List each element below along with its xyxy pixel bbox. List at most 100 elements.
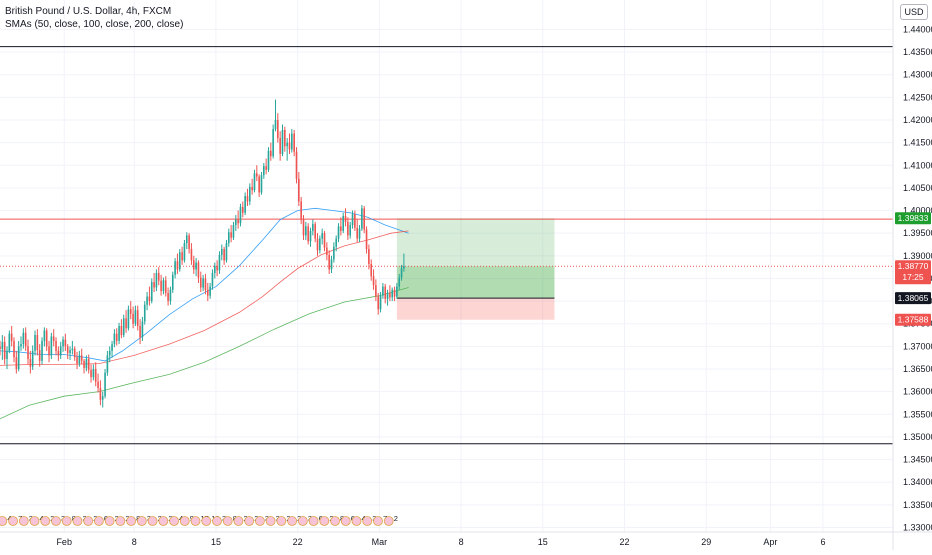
candle-body bbox=[253, 173, 256, 191]
candle bbox=[230, 225, 232, 243]
price-label-text: 1.38065 bbox=[898, 293, 929, 303]
event-icon bbox=[83, 516, 94, 526]
candle bbox=[225, 239, 228, 263]
chart-title[interactable]: British Pound / U.S. Dollar, 4h, FXCM bbox=[5, 6, 172, 17]
candle bbox=[218, 251, 221, 274]
candle-body bbox=[225, 243, 228, 261]
candle bbox=[216, 260, 218, 277]
indicator-label[interactable]: SMAs (50, close, 100, close, 200, close) bbox=[5, 19, 184, 30]
candle bbox=[384, 283, 387, 304]
price-tick-label: 1.41000 bbox=[903, 160, 932, 170]
candle bbox=[120, 319, 123, 339]
candle bbox=[0, 340, 1, 356]
event-markers: 473423832622832249171038223322362864372 bbox=[0, 514, 398, 526]
price-tick-label: 1.36500 bbox=[903, 364, 932, 374]
candle bbox=[181, 246, 183, 265]
event-marker[interactable]: 2 bbox=[383, 514, 398, 526]
candle bbox=[326, 242, 328, 261]
price-tick-label: 1.33000 bbox=[903, 522, 932, 532]
candle bbox=[302, 215, 305, 240]
candle-body bbox=[62, 339, 64, 347]
candle-body bbox=[216, 265, 218, 271]
event-icon bbox=[383, 516, 394, 526]
candle-body bbox=[127, 309, 130, 329]
price-label-text: 1.39833 bbox=[898, 213, 929, 223]
candle-body bbox=[211, 273, 214, 287]
candle bbox=[239, 203, 242, 227]
candle-body bbox=[132, 313, 134, 324]
candle bbox=[125, 310, 127, 333]
candle bbox=[78, 350, 81, 367]
candle bbox=[64, 333, 67, 351]
candle-body bbox=[38, 349, 41, 361]
candle-body bbox=[160, 280, 162, 292]
candle-body bbox=[104, 372, 106, 397]
candle bbox=[248, 183, 251, 206]
candle-body bbox=[288, 142, 291, 150]
candle-body bbox=[361, 208, 363, 229]
candle bbox=[134, 305, 137, 326]
candle-body bbox=[59, 346, 62, 356]
candle-body bbox=[230, 232, 232, 238]
candle bbox=[286, 138, 288, 161]
candle bbox=[160, 274, 162, 296]
candle-body bbox=[393, 289, 396, 297]
event-icon bbox=[51, 516, 61, 526]
candle-body bbox=[241, 206, 244, 213]
candle bbox=[190, 243, 193, 265]
candle bbox=[15, 350, 18, 374]
candle bbox=[316, 233, 319, 256]
time-axis[interactable]: Feb 8 15 22 Mar 8 15 22 29 Apr 6 bbox=[0, 531, 932, 547]
price-tick-label: 1.35500 bbox=[903, 409, 932, 419]
candle bbox=[246, 188, 249, 207]
candle-body bbox=[265, 166, 267, 170]
candle bbox=[295, 147, 298, 184]
candle-body bbox=[69, 349, 71, 354]
candle-body bbox=[274, 119, 277, 130]
candle bbox=[132, 306, 134, 329]
horizontal-lines bbox=[0, 46, 893, 445]
candle-body bbox=[101, 396, 104, 400]
candle-body bbox=[197, 262, 200, 278]
candle-body bbox=[384, 286, 387, 299]
candle bbox=[372, 269, 375, 290]
currency-button[interactable]: USD bbox=[900, 4, 928, 20]
candle bbox=[321, 228, 323, 245]
candle-body bbox=[115, 333, 118, 341]
candle-body bbox=[379, 295, 382, 310]
candle bbox=[178, 249, 181, 272]
candle bbox=[400, 264, 403, 281]
event-icon bbox=[308, 516, 319, 526]
candle-body bbox=[319, 238, 321, 251]
candle bbox=[356, 219, 359, 243]
event-icon bbox=[244, 516, 255, 526]
candle-body bbox=[270, 150, 272, 157]
candle bbox=[66, 344, 69, 360]
candle bbox=[279, 131, 281, 161]
candle-body bbox=[118, 325, 120, 341]
candle-body bbox=[171, 274, 174, 290]
candle-body bbox=[202, 278, 204, 288]
candle bbox=[55, 337, 57, 356]
candle-body bbox=[358, 228, 361, 239]
candle-body bbox=[335, 238, 338, 247]
candle bbox=[57, 346, 60, 361]
candle-body bbox=[403, 266, 405, 269]
event-icon bbox=[276, 516, 287, 526]
gridlines bbox=[0, 0, 893, 532]
candle-body bbox=[370, 263, 373, 277]
event-icon bbox=[169, 516, 179, 526]
candle bbox=[87, 354, 90, 374]
candle bbox=[267, 147, 270, 173]
candle-body bbox=[305, 226, 307, 236]
candle-body bbox=[398, 277, 401, 287]
candle-body bbox=[15, 357, 18, 370]
event-icon bbox=[29, 516, 40, 526]
candle bbox=[24, 327, 27, 351]
candle-body bbox=[377, 296, 380, 310]
price-tick-label: 1.35000 bbox=[903, 432, 932, 442]
candle bbox=[185, 232, 188, 250]
candle-body bbox=[106, 355, 109, 373]
